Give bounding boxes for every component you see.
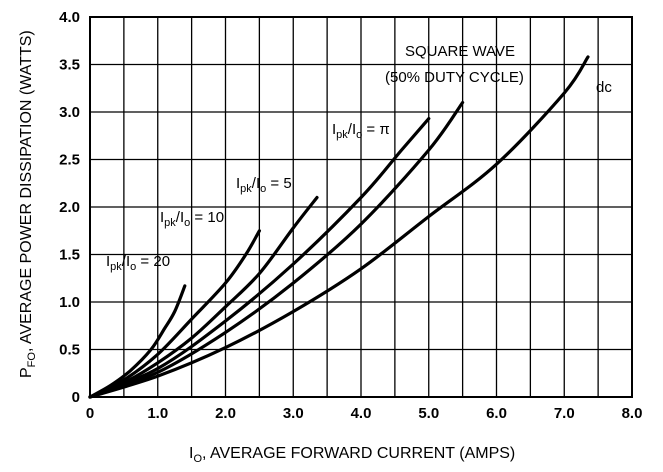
y-tick-label: 2.5 <box>59 152 80 169</box>
y-axis-title: PFO, AVERAGE POWER DISSIPATION (WATTS) <box>18 30 38 378</box>
y-tick-label: 4.0 <box>59 9 80 26</box>
x-tick-label: 2.0 <box>215 405 236 422</box>
x-tick-label: 4.0 <box>351 405 372 422</box>
annotation-ipk-io-20: Ipk/Io = 20 <box>106 253 170 273</box>
x-tick-label: 8.0 <box>622 405 643 422</box>
x-tick-label: 6.0 <box>486 405 507 422</box>
annotation-dc: dc <box>596 79 612 96</box>
annotation-square-wave-line2: (50% DUTY CYCLE) <box>385 69 524 86</box>
y-tick-label: 0.5 <box>59 342 80 359</box>
x-tick-label: 0 <box>86 405 94 422</box>
y-tick-label: 0 <box>72 389 80 406</box>
tick-labels: 0 1.0 2.0 3.0 4.0 5.0 6.0 7.0 8.0 0 0.5 1.0 1.5 2.0 2.… <box>59 9 642 422</box>
series-line-dc <box>88 55 590 399</box>
x-tick-label: 1.0 <box>147 405 168 422</box>
y-tick-label: 1.5 <box>59 247 80 264</box>
series-line-square-wave-50-duty-cycle <box>88 100 465 399</box>
series-line-ipk-io-10 <box>88 229 261 399</box>
annotation-ipk-io-5: Ipk/Io = 5 <box>236 175 292 195</box>
annotation-ipk-io-10: Ipk/Io = 10 <box>160 209 224 229</box>
series-curves <box>88 55 590 399</box>
y-tick-label: 2.0 <box>59 199 80 216</box>
x-tick-label: 3.0 <box>283 405 304 422</box>
y-tick-label: 3.0 <box>59 104 80 121</box>
plot-frame <box>89 16 633 398</box>
series-line-ipk-io <box>88 117 431 399</box>
y-tick-label: 3.5 <box>59 57 80 74</box>
y-tick-label: 1.0 <box>59 294 80 311</box>
x-tick-label: 5.0 <box>418 405 439 422</box>
annotation-square-wave-line1: SQUARE WAVE <box>405 43 515 60</box>
annotation-ipk-io: Ipk/Io = π <box>332 121 390 141</box>
series-annotations: Ipk/Io = 20 Ipk/Io = 10 Ipk/Io = 5 Ipk/Io =… <box>106 43 612 273</box>
grid <box>89 16 633 398</box>
x-tick-label: 7.0 <box>554 405 575 422</box>
x-axis-title: IO, AVERAGE FORWARD CURRENT (AMPS) <box>189 445 515 465</box>
